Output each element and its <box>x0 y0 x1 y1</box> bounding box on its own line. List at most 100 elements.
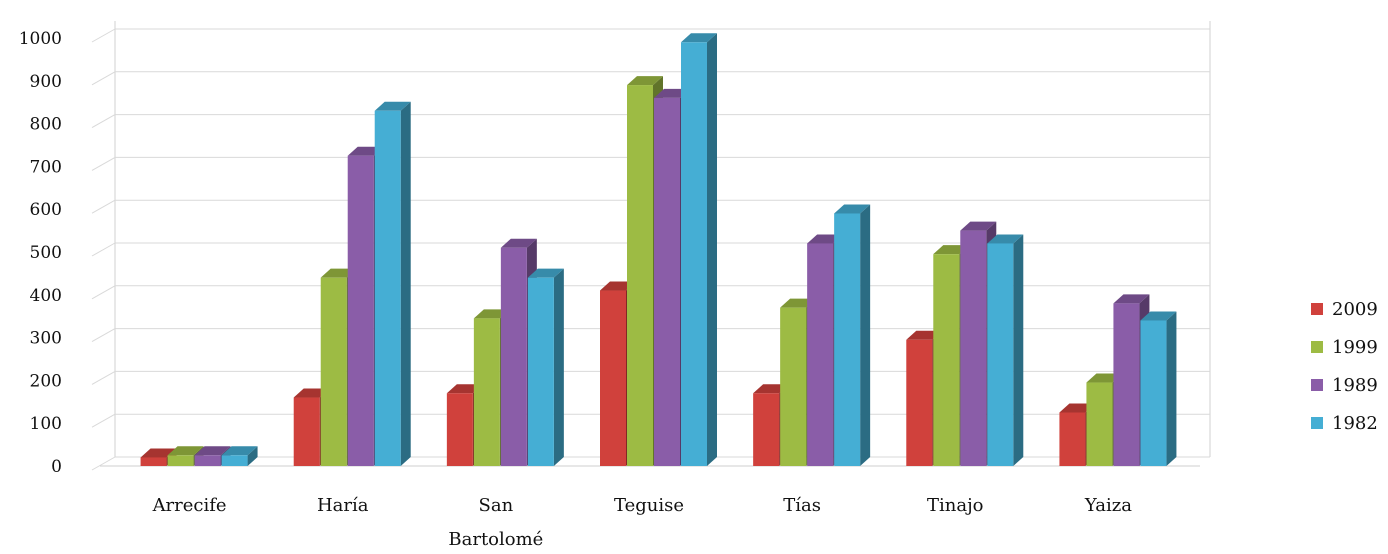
x-category-label: Haría <box>317 495 369 516</box>
bar-side-face <box>1013 234 1024 466</box>
gridline-depth <box>91 242 116 257</box>
x-category-label: San <box>479 495 514 516</box>
x-category-label: Teguise <box>614 495 684 516</box>
bar <box>527 268 564 466</box>
bar-top-face <box>627 76 663 86</box>
bar-side-face <box>860 204 871 467</box>
bar-front-face <box>1140 320 1167 466</box>
bar-front-face <box>446 393 473 466</box>
gridline-depth <box>91 370 116 385</box>
bar-front-face <box>987 243 1014 466</box>
gridline-depth <box>91 156 116 171</box>
bar-front-face <box>906 339 933 466</box>
bar <box>374 101 411 466</box>
y-tick-label: 800 <box>30 115 62 135</box>
bar-side-face <box>553 268 564 466</box>
bar-side-face <box>247 446 258 466</box>
y-tick-label: 100 <box>30 414 62 434</box>
bar-front-face <box>221 455 248 466</box>
bar-top-face <box>1113 294 1150 304</box>
gridline-depth <box>91 71 116 86</box>
x-category-label: Arrecife <box>152 495 227 516</box>
x-category-label: Tinajo <box>927 495 984 516</box>
bar-front-face <box>960 230 987 466</box>
legend-swatch <box>1311 341 1323 353</box>
y-tick-label: 0 <box>51 457 62 477</box>
legend-label: 1989 <box>1332 375 1378 396</box>
legend-swatch <box>1311 303 1323 315</box>
bar-front-face <box>627 85 653 466</box>
legend: 2009 1999 1989 1982 <box>1311 299 1378 434</box>
gridline-depth <box>91 328 116 343</box>
bar-side-face <box>707 33 717 466</box>
bar-top-face <box>221 446 258 456</box>
y-tick-label: 400 <box>30 286 62 306</box>
x-axis-categories: Arrecife Haría San Bartolomé Teguise Tías Tina… <box>152 495 1133 550</box>
bar-top-face <box>987 234 1024 244</box>
gridline-depth <box>91 199 116 214</box>
y-tick-label: 900 <box>30 72 62 92</box>
bar-front-face <box>780 307 807 466</box>
bar-front-face <box>347 155 374 466</box>
legend-label: 1982 <box>1332 413 1378 434</box>
bar-top-face <box>167 446 204 456</box>
bar-front-face <box>527 277 554 466</box>
y-tick-label: 700 <box>30 157 62 177</box>
y-axis-ticks: 0 100 200 300 400 500 600 700 800 900 1000 <box>19 29 62 477</box>
bar <box>1140 311 1177 466</box>
gridline-depth <box>91 114 116 129</box>
bars-layer <box>140 33 1177 467</box>
y-tick-label: 300 <box>30 329 62 349</box>
bar-front-face <box>293 397 320 466</box>
legend-label: 1999 <box>1332 337 1378 358</box>
bar-front-face <box>600 290 626 466</box>
bar-front-face <box>1113 303 1140 466</box>
gridline-depth <box>91 28 116 43</box>
x-category-label: Tías <box>783 495 821 516</box>
bar-top-face <box>960 221 997 231</box>
bar-front-face <box>681 42 707 466</box>
bar-front-face <box>320 277 347 466</box>
x-category-label: Yaiza <box>1084 495 1132 516</box>
bar-side-face <box>400 101 411 466</box>
bar <box>221 446 258 466</box>
legend-label: 2009 <box>1332 299 1378 320</box>
x-category-label: Bartolomé <box>448 529 543 550</box>
bar-top-face <box>527 268 564 278</box>
bar-front-face <box>1086 382 1113 466</box>
gridline-depth <box>91 456 116 471</box>
gridline-depth <box>91 413 116 428</box>
bar-front-face <box>167 455 194 466</box>
bar-top-face <box>681 33 717 43</box>
y-tick-label: 200 <box>30 371 62 391</box>
bar-top-face <box>194 446 231 456</box>
bar-side-face <box>1166 311 1177 466</box>
y-tick-label: 600 <box>30 200 62 220</box>
gridline-depth <box>91 285 116 300</box>
bar-front-face <box>933 254 960 466</box>
bar-front-face <box>834 213 861 466</box>
bar-front-face <box>374 110 401 466</box>
bar-front-face <box>1059 412 1086 466</box>
legend-swatch <box>1311 417 1323 429</box>
bar <box>987 234 1024 466</box>
bar-top-face <box>1140 311 1177 321</box>
bar-front-face <box>654 97 680 467</box>
bar-top-face <box>140 448 177 458</box>
bar-top-face <box>500 238 537 248</box>
bar-front-face <box>194 455 221 466</box>
y-tick-label: 1000 <box>19 29 62 49</box>
legend-swatch <box>1311 379 1323 391</box>
bar-top-face <box>374 101 411 111</box>
bar-front-face <box>500 247 527 466</box>
y-tick-label: 500 <box>30 243 62 263</box>
bar-front-face <box>753 393 780 466</box>
bar-front-face <box>473 318 500 466</box>
bar-front-face <box>807 243 834 466</box>
bar <box>681 33 717 466</box>
bar-top-face <box>834 204 871 214</box>
bar <box>834 204 871 467</box>
bar-front-face <box>140 457 167 466</box>
